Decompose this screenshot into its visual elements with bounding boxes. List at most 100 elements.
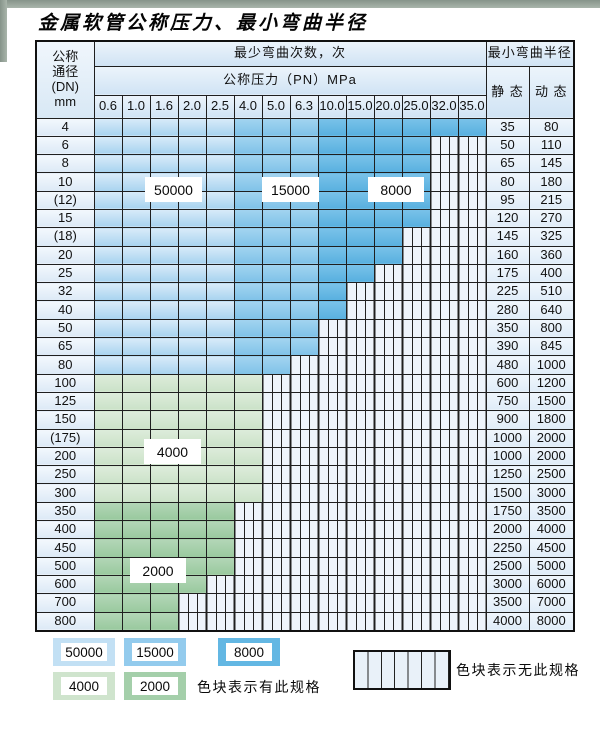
static-radius-cell: 3000 — [485, 574, 530, 595]
table-row: 15 120 270 — [35, 208, 575, 229]
no-spec-cell — [429, 593, 459, 613]
pressure-col-header: 4.0 — [233, 94, 263, 119]
dn-cell: 80 — [35, 355, 95, 375]
no-spec-cell — [373, 501, 403, 522]
no-spec-cell — [345, 483, 375, 503]
no-spec-cell — [317, 574, 347, 595]
no-spec-cell — [429, 135, 459, 156]
spec-cell — [177, 282, 207, 302]
spec-cell — [121, 483, 151, 503]
table-row: 100 600 1200 — [35, 373, 575, 393]
legend-swatch-50000: 50000 — [53, 638, 115, 666]
spec-cell — [93, 446, 123, 467]
header-row-2: 公称压力（PN）MPa 静 态 动 态 — [36, 65, 575, 119]
dn-header-line4: mm — [54, 93, 77, 109]
spec-cell — [93, 373, 123, 393]
no-spec-cell — [429, 172, 459, 192]
no-spec-cell — [317, 465, 347, 485]
spec-cell — [261, 300, 291, 320]
legend-swatch-label: 8000 — [226, 643, 272, 661]
no-spec-cell — [345, 520, 375, 540]
dn-cell: 125 — [35, 391, 95, 412]
static-radius-cell: 160 — [485, 245, 530, 265]
spec-cell — [149, 483, 179, 503]
no-spec-swatch — [353, 650, 451, 690]
no-spec-cell — [345, 465, 375, 485]
dynamic-column-header: 动 态 — [528, 65, 575, 119]
no-spec-cell — [401, 318, 431, 339]
spec-cell — [93, 593, 123, 613]
spec-cell — [233, 282, 263, 302]
spec-cell — [261, 135, 291, 156]
no-spec-cell — [457, 208, 487, 229]
spec-cell — [93, 245, 123, 265]
legend-no-spec-text: 色块表示无此规格 — [456, 662, 580, 678]
spec-cell — [233, 373, 263, 393]
dn-cell: 65 — [35, 337, 95, 357]
cycle-count-label: 2000 — [130, 558, 186, 583]
spec-cell — [205, 300, 235, 320]
no-spec-cell — [429, 556, 459, 576]
no-spec-cell — [289, 428, 319, 448]
spec-cell — [93, 172, 123, 192]
spec-cell — [261, 227, 291, 247]
no-spec-cell — [457, 135, 487, 156]
spec-cell — [401, 154, 431, 174]
pressure-values-row: 0.6 1.0 1.6 2.0 2.5 4.0 5.0 6.3 10.0 15.0 20.0 25.0… — [36, 94, 574, 119]
no-spec-cell — [457, 483, 487, 503]
no-spec-cell — [233, 538, 263, 558]
no-spec-cell — [289, 556, 319, 576]
dynamic-radius-cell: 325 — [528, 227, 575, 247]
no-spec-cell — [457, 172, 487, 192]
static-radius-cell: 35 — [485, 117, 530, 137]
spec-cell — [93, 410, 123, 430]
static-radius-cell: 1250 — [485, 465, 530, 485]
no-spec-cell — [289, 501, 319, 522]
spec-cell — [93, 428, 123, 448]
no-spec-cell — [317, 373, 347, 393]
spec-cell — [121, 391, 151, 412]
dn-cell: 700 — [35, 593, 95, 613]
no-spec-cell — [317, 611, 347, 632]
dynamic-radius-cell: 6000 — [528, 574, 575, 595]
spec-cell — [149, 227, 179, 247]
no-spec-cell — [261, 410, 291, 430]
static-radius-cell: 900 — [485, 410, 530, 430]
dn-cell: 350 — [35, 501, 95, 522]
spec-cell — [373, 154, 403, 174]
table-row: 40 280 640 — [35, 300, 575, 320]
spec-cell — [261, 245, 291, 265]
static-radius-cell: 1000 — [485, 428, 530, 448]
spec-cell — [205, 483, 235, 503]
no-spec-cell — [401, 300, 431, 320]
spec-cell — [149, 117, 179, 137]
dynamic-radius-cell: 800 — [528, 318, 575, 339]
spec-cell — [177, 337, 207, 357]
table-row: 250 1250 2500 — [35, 465, 575, 485]
no-spec-cell — [429, 465, 459, 485]
spec-cell — [93, 135, 123, 156]
spec-cell — [317, 172, 347, 192]
spec-cell — [121, 465, 151, 485]
no-spec-cell — [457, 245, 487, 265]
dynamic-radius-cell: 2000 — [528, 446, 575, 467]
table-row: 800 4000 8000 — [35, 611, 575, 632]
spec-cell — [149, 282, 179, 302]
pressure-header: 公称压力（PN）MPa — [93, 65, 487, 96]
dn-cell: 500 — [35, 556, 95, 576]
spec-cell — [205, 282, 235, 302]
pressure-col-header: 0.6 — [93, 94, 123, 119]
no-spec-cell — [233, 574, 263, 595]
no-spec-cell — [429, 391, 459, 412]
dynamic-radius-cell: 80 — [528, 117, 575, 137]
spec-cell — [289, 227, 319, 247]
no-spec-cell — [317, 355, 347, 375]
spec-cell — [345, 263, 375, 284]
spec-cell — [457, 117, 487, 137]
static-radius-cell: 175 — [485, 263, 530, 284]
spec-cell — [149, 300, 179, 320]
spec-cell — [289, 208, 319, 229]
no-spec-cell — [457, 428, 487, 448]
spec-cell — [205, 245, 235, 265]
dn-cell: (12) — [35, 190, 95, 210]
